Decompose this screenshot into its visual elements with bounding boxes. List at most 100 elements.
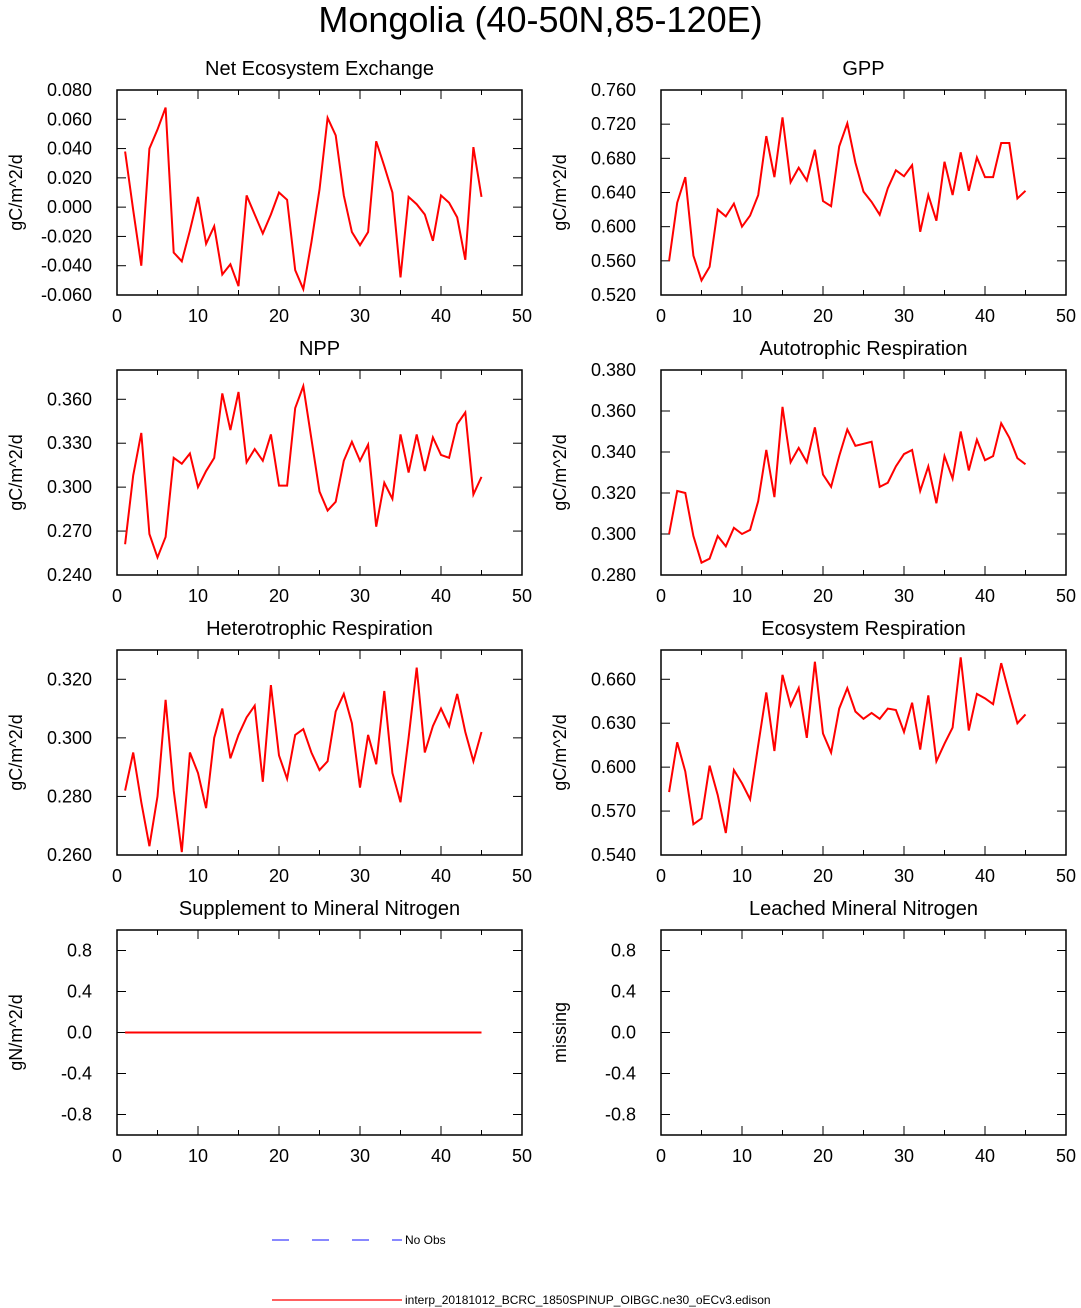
y-tick-label: 0.660 <box>591 669 636 689</box>
y-tick-label: 0.4 <box>611 982 636 1002</box>
y-tick-label: 0.0 <box>67 1023 92 1043</box>
series-line-0 <box>668 657 1027 834</box>
plot-frame <box>116 369 523 576</box>
y-tick-label: -0.060 <box>41 285 92 305</box>
y-tick-label: 0.240 <box>47 565 92 585</box>
x-tick-label: 10 <box>188 1146 208 1166</box>
x-tick-label: 40 <box>431 866 451 886</box>
panel-title: Supplement to Mineral Nitrogen <box>179 898 460 920</box>
y-tick-label: 0.270 <box>47 521 92 541</box>
x-tick-label: 50 <box>1056 586 1076 606</box>
x-tick-label: 10 <box>188 586 208 606</box>
y-tick-label: 0.300 <box>47 728 92 748</box>
y-tick-label: 0.280 <box>591 565 636 585</box>
legend-no-obs-label: No Obs <box>405 1233 446 1247</box>
x-tick-label: 30 <box>894 306 914 326</box>
y-tick-label: 0.720 <box>591 114 636 134</box>
panel-title: Heterotrophic Respiration <box>206 618 433 640</box>
x-tick-label: 0 <box>112 866 122 886</box>
x-tick-label: 0 <box>112 306 122 326</box>
y-tick-label: 0.060 <box>47 109 92 129</box>
y-tick-label: 0.600 <box>591 757 636 777</box>
y-tick-label: 0.540 <box>591 845 636 865</box>
y-tick-label: 0.300 <box>591 524 636 544</box>
x-tick-label: 0 <box>656 586 666 606</box>
series-line-0 <box>124 107 483 293</box>
x-tick-label: 20 <box>269 586 289 606</box>
panel-7: Leached Mineral Nitrogen 0 10 20 30 40 50 -0.8 -… <box>550 898 1076 1166</box>
panel-2: NPP 0 10 20 30 40 50 0.240 0.270 0.300 0.330 0.360 g… <box>6 338 532 606</box>
series-line-0 <box>668 117 1027 283</box>
panel-title: GPP <box>842 58 884 80</box>
plot-frame <box>660 929 1067 1136</box>
y-tick-label: 0.360 <box>591 401 636 421</box>
legend-model-label: interp_20181012_BCRC_1850SPINUP_OIBGC.ne… <box>405 1293 771 1307</box>
x-tick-label: 50 <box>512 306 532 326</box>
x-tick-label: 20 <box>813 586 833 606</box>
y-tick-label: -0.020 <box>41 226 92 246</box>
x-tick-label: 0 <box>112 586 122 606</box>
x-tick-label: 30 <box>894 586 914 606</box>
y-axis-label: gC/m^2/d <box>6 714 26 790</box>
y-axis-label: gC/m^2/d <box>6 154 26 230</box>
y-tick-label: 0.8 <box>611 941 636 961</box>
y-tick-label: 0.020 <box>47 168 92 188</box>
panel-title: Autotrophic Respiration <box>760 338 968 360</box>
y-axis-label: gC/m^2/d <box>550 714 570 790</box>
y-tick-label: 0.320 <box>47 669 92 689</box>
y-tick-label: 0.4 <box>67 982 92 1002</box>
y-axis-label: gC/m^2/d <box>6 434 26 510</box>
x-tick-label: 40 <box>431 1146 451 1166</box>
x-tick-label: 0 <box>656 1146 666 1166</box>
x-tick-label: 40 <box>975 306 995 326</box>
y-tick-label: -0.8 <box>61 1105 92 1125</box>
x-tick-label: 20 <box>813 1146 833 1166</box>
panel-title: Leached Mineral Nitrogen <box>749 898 978 920</box>
x-tick-label: 20 <box>269 866 289 886</box>
x-tick-label: 50 <box>1056 306 1076 326</box>
y-tick-label: 0.680 <box>591 148 636 168</box>
panel-5: Ecosystem Respiration 0 10 20 30 40 50 0.540 0.5… <box>550 618 1076 886</box>
series-line-0 <box>124 382 483 561</box>
y-tick-label: 0.040 <box>47 139 92 159</box>
y-tick-label: 0.260 <box>47 845 92 865</box>
x-tick-label: 40 <box>975 1146 995 1166</box>
panel-title: NPP <box>299 338 340 360</box>
x-tick-label: 40 <box>975 586 995 606</box>
x-tick-label: 0 <box>656 866 666 886</box>
x-tick-label: 10 <box>732 306 752 326</box>
series-line-0 <box>668 406 1027 565</box>
x-tick-label: 50 <box>1056 866 1076 886</box>
y-tick-label: 0.640 <box>591 183 636 203</box>
x-tick-label: 40 <box>431 586 451 606</box>
y-tick-label: 0.330 <box>47 433 92 453</box>
y-tick-label: 0.8 <box>67 941 92 961</box>
panel-title: Ecosystem Respiration <box>761 618 966 640</box>
y-tick-label: 0.340 <box>591 442 636 462</box>
x-tick-label: 50 <box>512 866 532 886</box>
panel-1: GPP 0 10 20 30 40 50 0.520 0.560 0.600 0.640 0.680 0… <box>550 58 1076 326</box>
x-tick-label: 10 <box>732 1146 752 1166</box>
series-line-0 <box>124 667 483 853</box>
y-tick-label: 0.560 <box>591 251 636 271</box>
x-tick-label: 50 <box>512 586 532 606</box>
x-tick-label: 20 <box>813 306 833 326</box>
x-tick-label: 40 <box>975 866 995 886</box>
x-tick-label: 30 <box>350 306 370 326</box>
x-tick-label: 40 <box>431 306 451 326</box>
x-tick-label: 0 <box>112 1146 122 1166</box>
x-tick-label: 50 <box>1056 1146 1076 1166</box>
y-tick-label: 0.000 <box>47 197 92 217</box>
y-tick-label: -0.4 <box>61 1064 92 1084</box>
panel-3: Autotrophic Respiration 0 10 20 30 40 50 0.280 0… <box>550 338 1076 606</box>
figure-title: Mongolia (40-50N,85-120E) <box>318 0 763 40</box>
y-tick-label: 0.520 <box>591 285 636 305</box>
panel-0: Net Ecosystem Exchange 0 10 20 30 40 50 -0.060 -… <box>6 58 532 326</box>
y-tick-label: 0.380 <box>591 360 636 380</box>
y-tick-label: 0.570 <box>591 801 636 821</box>
x-tick-label: 50 <box>512 1146 532 1166</box>
y-tick-label: 0.320 <box>591 483 636 503</box>
x-tick-label: 10 <box>188 866 208 886</box>
x-tick-label: 20 <box>269 306 289 326</box>
